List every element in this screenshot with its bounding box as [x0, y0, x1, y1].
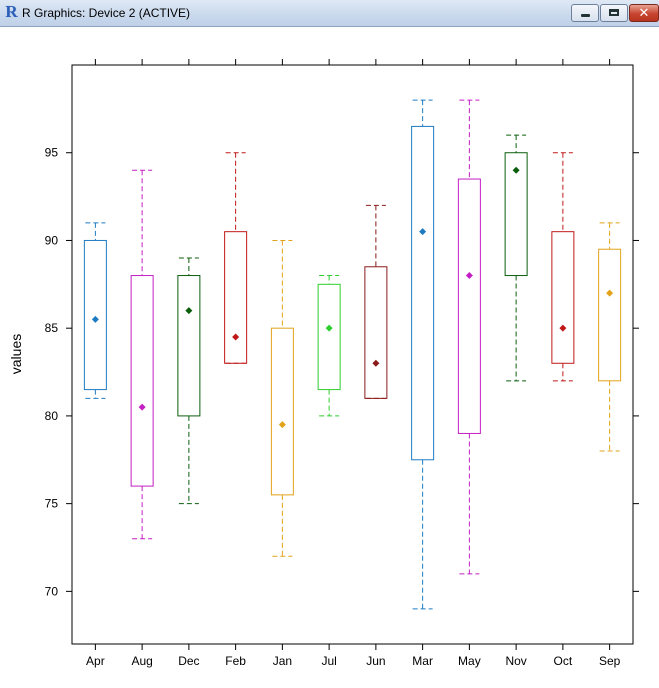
box-rect: [224, 231, 248, 364]
box-aug: [130, 169, 154, 540]
mean-point: [372, 359, 380, 367]
box-rect: [177, 275, 201, 417]
box-rect: [83, 239, 107, 391]
close-button[interactable]: ✕: [629, 4, 659, 22]
box-series: [83, 99, 622, 610]
box-rect: [598, 248, 622, 382]
x-tick-label: Nov: [505, 654, 526, 668]
y-tick-label: 70: [45, 584, 59, 598]
mean-point: [91, 315, 99, 323]
window-titlebar[interactable]: R R Graphics: Device 2 (ACTIVE) ✕: [0, 0, 659, 27]
mean-point: [559, 324, 567, 332]
y-axis-title: values: [8, 334, 24, 374]
x-axis: Apr Aug Dec Feb Jan Jul Jun Mar May Nov Oct Sep: [86, 59, 621, 668]
x-tick-label: Dec: [178, 654, 199, 668]
mean-point: [465, 272, 473, 280]
box-rect: [504, 152, 528, 277]
box-rect: [130, 275, 154, 487]
y-tick-label: 85: [45, 321, 59, 335]
mean-point: [278, 421, 286, 429]
box-apr: [83, 222, 107, 399]
maximize-icon: [609, 9, 619, 16]
box-rect: [551, 231, 575, 364]
x-tick-label: Mar: [412, 654, 433, 668]
box-nov: [504, 134, 528, 382]
box-dec: [177, 257, 201, 505]
box-rect: [317, 283, 341, 391]
mean-point: [606, 289, 614, 297]
x-tick-label: Sep: [599, 654, 621, 668]
y-axis: 70 75 80 85 90 95: [45, 146, 639, 598]
minimize-button[interactable]: [571, 4, 599, 22]
box-rect: [270, 327, 294, 496]
box-sep: [598, 222, 622, 452]
y-tick-label: 95: [45, 146, 59, 160]
box-feb: [224, 152, 248, 364]
box-oct: [551, 152, 575, 382]
x-tick-label: Jan: [273, 654, 292, 668]
window-title: R Graphics: Device 2 (ACTIVE): [22, 6, 191, 20]
x-tick-label: Jul: [321, 654, 336, 668]
maximize-button[interactable]: [600, 4, 628, 22]
mean-point: [138, 403, 146, 411]
r-logo-icon: R: [5, 2, 18, 21]
box-jan: [270, 239, 294, 557]
minimize-icon: [581, 14, 590, 17]
x-tick-label: May: [458, 654, 481, 668]
x-tick-label: Oct: [554, 654, 573, 668]
x-tick-label: Feb: [225, 654, 246, 668]
mean-point: [185, 307, 193, 315]
x-tick-label: Jun: [366, 654, 385, 668]
mean-point: [232, 333, 240, 341]
boxplot-chart: 70 75 80 85 90 95 Apr Aug Dec Feb Jan Jul Jun Mar May…: [8, 59, 639, 668]
mean-point: [512, 166, 520, 174]
box-mar: [411, 99, 435, 610]
box-may: [457, 99, 481, 575]
box-jun: [364, 204, 388, 399]
box-jul: [317, 275, 341, 417]
mean-point: [419, 228, 427, 236]
x-tick-label: Aug: [131, 654, 152, 668]
y-tick-label: 75: [45, 497, 59, 511]
box-rect: [411, 125, 435, 461]
box-rect: [364, 266, 388, 399]
close-icon: ✕: [638, 5, 650, 20]
box-rect: [457, 178, 481, 434]
plot-frame: [71, 64, 634, 645]
x-tick-label: Apr: [86, 654, 105, 668]
mean-point: [325, 324, 333, 332]
y-tick-label: 90: [45, 233, 59, 247]
y-tick-label: 80: [45, 409, 59, 423]
